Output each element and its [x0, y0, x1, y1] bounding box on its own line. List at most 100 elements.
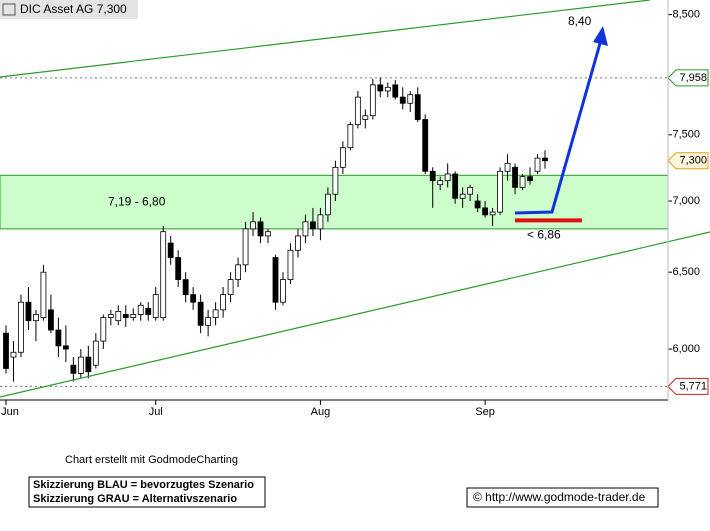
lower-trend-line — [0, 231, 710, 398]
candle-body — [85, 356, 92, 373]
candle-body — [422, 119, 429, 172]
candle-body — [399, 96, 406, 104]
candle-body — [512, 166, 518, 188]
candle-body — [519, 176, 526, 188]
candle-body — [542, 157, 548, 162]
candle-body — [414, 94, 421, 120]
candle-body — [295, 235, 301, 251]
candle-body — [272, 257, 279, 303]
candle-body — [339, 147, 346, 168]
candle-body — [444, 173, 451, 182]
price-tag — [667, 377, 709, 395]
legend-grey: Skizzierung GRAU = Alternativszenario — [33, 493, 237, 505]
x-tick-label: Jun — [1, 406, 19, 418]
candle-body — [459, 193, 466, 199]
candle-body — [92, 340, 99, 366]
candle-body — [62, 345, 69, 350]
candle-body — [33, 314, 39, 322]
stop-label: < 6,86 — [527, 228, 561, 242]
candle-body — [70, 364, 77, 374]
candle-body — [265, 231, 271, 237]
title-box — [0, 0, 138, 19]
candle-body — [504, 162, 511, 172]
title-icon — [2, 3, 16, 16]
candle-body — [287, 249, 294, 281]
candle-body — [197, 301, 204, 326]
price-tag — [667, 152, 709, 170]
candle-body — [362, 115, 369, 120]
candle-body — [392, 84, 399, 98]
candle-body — [474, 200, 481, 209]
arrow-head — [593, 25, 608, 46]
candle-body — [369, 84, 376, 117]
url-box — [466, 487, 659, 508]
price-tag-label: 7,958 — [679, 72, 707, 84]
candle-body — [18, 301, 24, 353]
candle-body — [534, 157, 541, 172]
legend-blue: Skizzierung BLAU = bevorzugtes Szenario — [33, 479, 254, 491]
candle-body — [250, 221, 256, 230]
candle-body — [242, 228, 249, 266]
candle-body — [384, 86, 391, 92]
candle-body — [332, 166, 339, 195]
candle-body — [122, 314, 129, 318]
candle-body — [429, 170, 436, 182]
candle-body — [280, 279, 286, 303]
candle-body — [310, 221, 316, 230]
candle-body — [467, 187, 474, 195]
candle-body — [3, 332, 9, 369]
candle-body — [377, 84, 384, 92]
candle-body — [55, 329, 62, 347]
upper-trend-line — [0, 0, 651, 78]
candle-body — [205, 317, 212, 326]
candle-body — [145, 307, 152, 315]
x-tick-label: Aug — [311, 406, 331, 418]
candle-body — [482, 207, 489, 216]
url: © http://www.godmode-trader.de — [473, 490, 646, 504]
candle-body — [437, 180, 444, 186]
price-tag — [667, 69, 709, 87]
candle-body — [115, 310, 122, 322]
candle-body — [497, 170, 503, 213]
candle-body — [77, 356, 84, 374]
candle-body — [527, 176, 533, 182]
candle-body — [137, 304, 144, 315]
credit: Chart erstellt mit GodmodeCharting — [65, 454, 238, 466]
candle-body — [317, 214, 324, 230]
y-tick-label: 7,000 — [672, 195, 700, 207]
candle-body — [107, 314, 114, 318]
candle-body — [235, 264, 241, 281]
target-label: 8,40 — [568, 14, 592, 28]
candle-body — [48, 309, 54, 331]
candle-body — [227, 279, 234, 296]
candle-body — [212, 309, 219, 318]
zone-label: 7,19 - 6,80 — [108, 194, 166, 208]
candle-body — [190, 294, 197, 303]
candle-body — [354, 96, 361, 125]
candle-body — [182, 279, 189, 296]
y-tick-label: 7,500 — [672, 129, 700, 141]
chart-title: DIC Asset AG 7,300 — [20, 2, 127, 16]
candle-body — [167, 242, 174, 258]
candle-body — [10, 351, 17, 358]
candle-body — [220, 294, 226, 311]
candle-body — [325, 193, 331, 216]
y-tick-label: 6,500 — [672, 266, 700, 278]
x-tick-label: Jul — [149, 406, 163, 418]
candle-body — [175, 257, 182, 281]
y-tick-label: 8,500 — [672, 8, 700, 20]
candle-body — [302, 221, 309, 237]
candle-body — [347, 124, 354, 149]
scenario-arrow — [514, 39, 603, 215]
candle-body — [489, 211, 496, 216]
legend-box — [28, 476, 266, 508]
y-tick-label: 6,000 — [672, 343, 700, 355]
candle-body — [40, 271, 47, 318]
candle-body — [160, 231, 167, 318]
x-tick-label: Sep — [475, 406, 495, 418]
candle-body — [257, 221, 264, 237]
price-tag-label: 5,771 — [679, 380, 707, 392]
candle-body — [152, 294, 159, 318]
